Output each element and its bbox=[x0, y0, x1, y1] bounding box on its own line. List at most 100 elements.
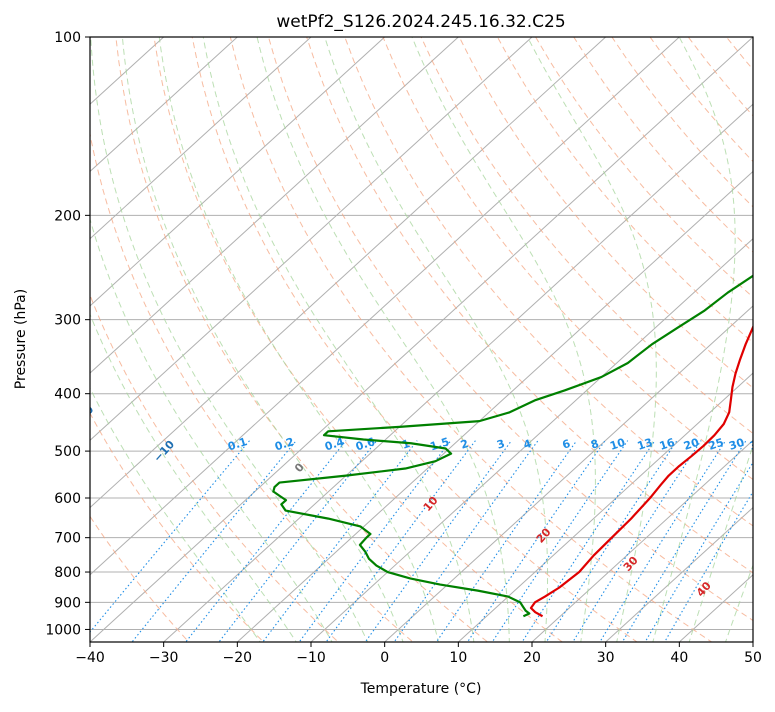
mixing-ratio-label: 1 bbox=[400, 437, 411, 452]
mixing-ratio-line bbox=[621, 440, 747, 642]
dry-adiabat-line bbox=[535, 37, 753, 298]
mixing-ratio-line bbox=[572, 440, 702, 642]
x-tick-label: 50 bbox=[744, 650, 762, 666]
mixing-ratio-line bbox=[466, 440, 606, 642]
mixing-ratio-label: 13 bbox=[636, 436, 655, 453]
temperature-line bbox=[529, 324, 753, 618]
mixing-ratio-line bbox=[393, 440, 539, 642]
y-tick-label: 500 bbox=[54, 444, 81, 460]
moist-adiabat-line bbox=[758, 37, 775, 654]
moist-adiabat-label: 20 bbox=[534, 525, 554, 545]
isotherm-line bbox=[236, 170, 753, 642]
moist-adiabat-line bbox=[90, 313, 297, 642]
x-tick-label: −10 bbox=[296, 650, 326, 666]
x-tick-label: −40 bbox=[75, 650, 105, 666]
moist-adiabat-line bbox=[324, 37, 549, 642]
x-tick-label: 10 bbox=[449, 650, 467, 666]
isotherm-line bbox=[678, 574, 753, 642]
mixing-ratio-line bbox=[218, 440, 378, 642]
series-lines bbox=[272, 274, 753, 618]
moist-adiabat-line bbox=[202, 37, 475, 642]
isotherm-line bbox=[90, 37, 239, 173]
isotherm-line bbox=[162, 103, 753, 642]
dry-adiabat-line bbox=[191, 37, 638, 642]
mixing-ratio-line bbox=[491, 440, 629, 642]
mixing-ratio-label: 2 bbox=[459, 437, 470, 452]
mixing-ratio-label: 3 bbox=[495, 437, 506, 452]
dry-adiabat-label: −20 bbox=[70, 403, 96, 430]
y-tick-label: 200 bbox=[54, 208, 81, 224]
isotherm-line bbox=[90, 37, 165, 105]
dry-adiabat-line bbox=[90, 515, 190, 642]
mixing-ratio-line bbox=[644, 461, 753, 642]
mixing-ratio-label: 10 bbox=[608, 436, 627, 453]
dry-adiabat-line bbox=[115, 37, 489, 642]
dry-adiabat-line bbox=[344, 37, 753, 527]
moist-adiabat-label: 10 bbox=[421, 494, 441, 514]
mixing-ratio-label: 4 bbox=[522, 437, 534, 452]
moist-adiabat-line bbox=[121, 37, 404, 642]
isotherm-line bbox=[457, 372, 753, 642]
isotherm-line bbox=[90, 37, 386, 307]
mixing-ratio-label: 16 bbox=[658, 436, 677, 453]
dry-adiabat-line bbox=[611, 37, 753, 208]
mixing-ratio-label: 25 bbox=[707, 436, 726, 453]
dry-adiabat-line bbox=[306, 37, 753, 574]
isotherm-line bbox=[310, 237, 753, 642]
mixing-ratio-label: 8 bbox=[589, 437, 600, 452]
mixing-ratio-label: 0.1 bbox=[226, 435, 249, 453]
mixing-ratio-line bbox=[131, 440, 297, 642]
x-tick-label: 30 bbox=[597, 650, 615, 666]
moist-adiabat-line bbox=[652, 37, 736, 642]
isotherm-line bbox=[604, 506, 753, 642]
mixing-ratio-label: 36 bbox=[748, 436, 767, 453]
dewpoint-line bbox=[272, 274, 753, 618]
y-tick-label: 700 bbox=[54, 531, 81, 547]
isotherm-line bbox=[90, 37, 460, 374]
mixing-ratio-label: 0.4 bbox=[323, 435, 346, 453]
y-tick-label: 800 bbox=[54, 565, 81, 581]
mixing-ratio-line bbox=[364, 440, 512, 642]
dry-adiabat-line bbox=[458, 37, 753, 389]
mixing-ratio-line bbox=[521, 440, 656, 642]
x-tick-label: 0 bbox=[380, 650, 389, 666]
moist-adiabat-line bbox=[90, 37, 369, 642]
moist-adiabat-label: 30 bbox=[621, 554, 641, 574]
x-tick-label: 40 bbox=[670, 650, 688, 666]
isotherm-line bbox=[90, 37, 533, 442]
background-lines bbox=[90, 10, 775, 654]
plot-frame bbox=[89, 36, 754, 643]
x-tick-label: −20 bbox=[223, 650, 253, 666]
isotherm-line bbox=[90, 37, 681, 576]
mixing-ratio-label: 6 bbox=[561, 437, 573, 452]
moist-adiabat-line bbox=[725, 563, 753, 642]
dry-adiabat-line bbox=[573, 37, 753, 253]
moist-adiabat-line bbox=[527, 37, 657, 642]
mixing-ratio-line bbox=[664, 490, 753, 642]
isotherm-line bbox=[383, 305, 753, 642]
mixing-ratio-line bbox=[90, 440, 250, 633]
y-tick-label: 1000 bbox=[45, 622, 81, 638]
mixing-ratio-line bbox=[185, 440, 347, 642]
dry-adiabat-line bbox=[687, 37, 753, 117]
mixing-ratio-label: 30 bbox=[727, 436, 746, 453]
x-tick-label: −30 bbox=[149, 650, 179, 666]
moist-adiabat-line bbox=[256, 37, 510, 642]
x-tick-label: 20 bbox=[523, 650, 541, 666]
y-tick-label: 300 bbox=[54, 313, 81, 329]
isotherm-line bbox=[90, 37, 607, 509]
dry-adiabat-line bbox=[382, 37, 753, 481]
mixing-ratio-line bbox=[262, 440, 418, 642]
isotherm-line bbox=[90, 37, 312, 240]
y-tick-label: 600 bbox=[54, 491, 81, 507]
dry-adiabat-line bbox=[229, 37, 713, 642]
mixing-ratio-line bbox=[599, 440, 727, 642]
dry-adiabat-line bbox=[420, 37, 753, 435]
mixing-ratio-line bbox=[545, 440, 678, 642]
dry-adiabat-line bbox=[743, 10, 775, 654]
chart-title: wetPf2_S126.2024.245.16.32.C25 bbox=[276, 12, 565, 32]
isotherm-line bbox=[752, 641, 753, 642]
moist-adiabat-line bbox=[90, 386, 261, 642]
y-tick-label: 900 bbox=[54, 595, 81, 611]
dry-adiabat-line bbox=[267, 37, 753, 622]
